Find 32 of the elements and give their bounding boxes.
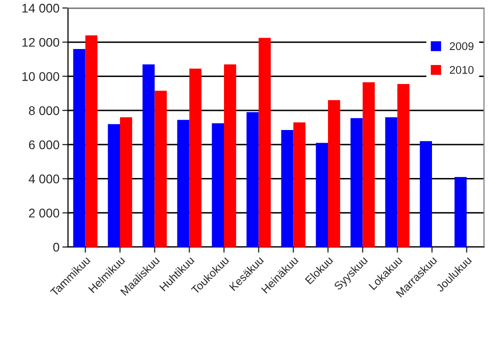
- bar: [177, 120, 190, 247]
- y-tick-label: 8 000: [28, 106, 60, 116]
- y-tick-label: 2 000: [29, 208, 60, 218]
- bar: [189, 68, 202, 247]
- bar: [246, 112, 259, 247]
- y-tick-label: 10 000: [22, 72, 60, 81]
- bar: [385, 117, 398, 247]
- bar: [420, 141, 432, 247]
- bar: [316, 142, 328, 247]
- y-tick-label: 6 000: [29, 140, 60, 150]
- y-tick-label: 12 000: [22, 38, 60, 47]
- legend-label: 2010: [450, 66, 474, 74]
- y-tick-label: 14 000: [22, 4, 60, 13]
- bar: [212, 123, 224, 247]
- bar: [108, 124, 120, 247]
- bar: [397, 84, 410, 247]
- bar: [281, 130, 294, 247]
- bar: [120, 117, 132, 247]
- legend-label: 2009: [450, 42, 474, 50]
- bar: [224, 64, 236, 247]
- bar: [73, 48, 86, 247]
- bar: [350, 118, 363, 247]
- bar: [454, 177, 467, 247]
- bar: [154, 90, 167, 247]
- bar: [293, 122, 306, 247]
- y-tick-label: 0: [53, 242, 60, 252]
- bar: [142, 64, 155, 247]
- bar: [85, 35, 98, 247]
- y-tick-label: 4 000: [28, 174, 60, 184]
- bar: [328, 100, 340, 247]
- bar: [362, 82, 375, 247]
- bar: [258, 38, 271, 247]
